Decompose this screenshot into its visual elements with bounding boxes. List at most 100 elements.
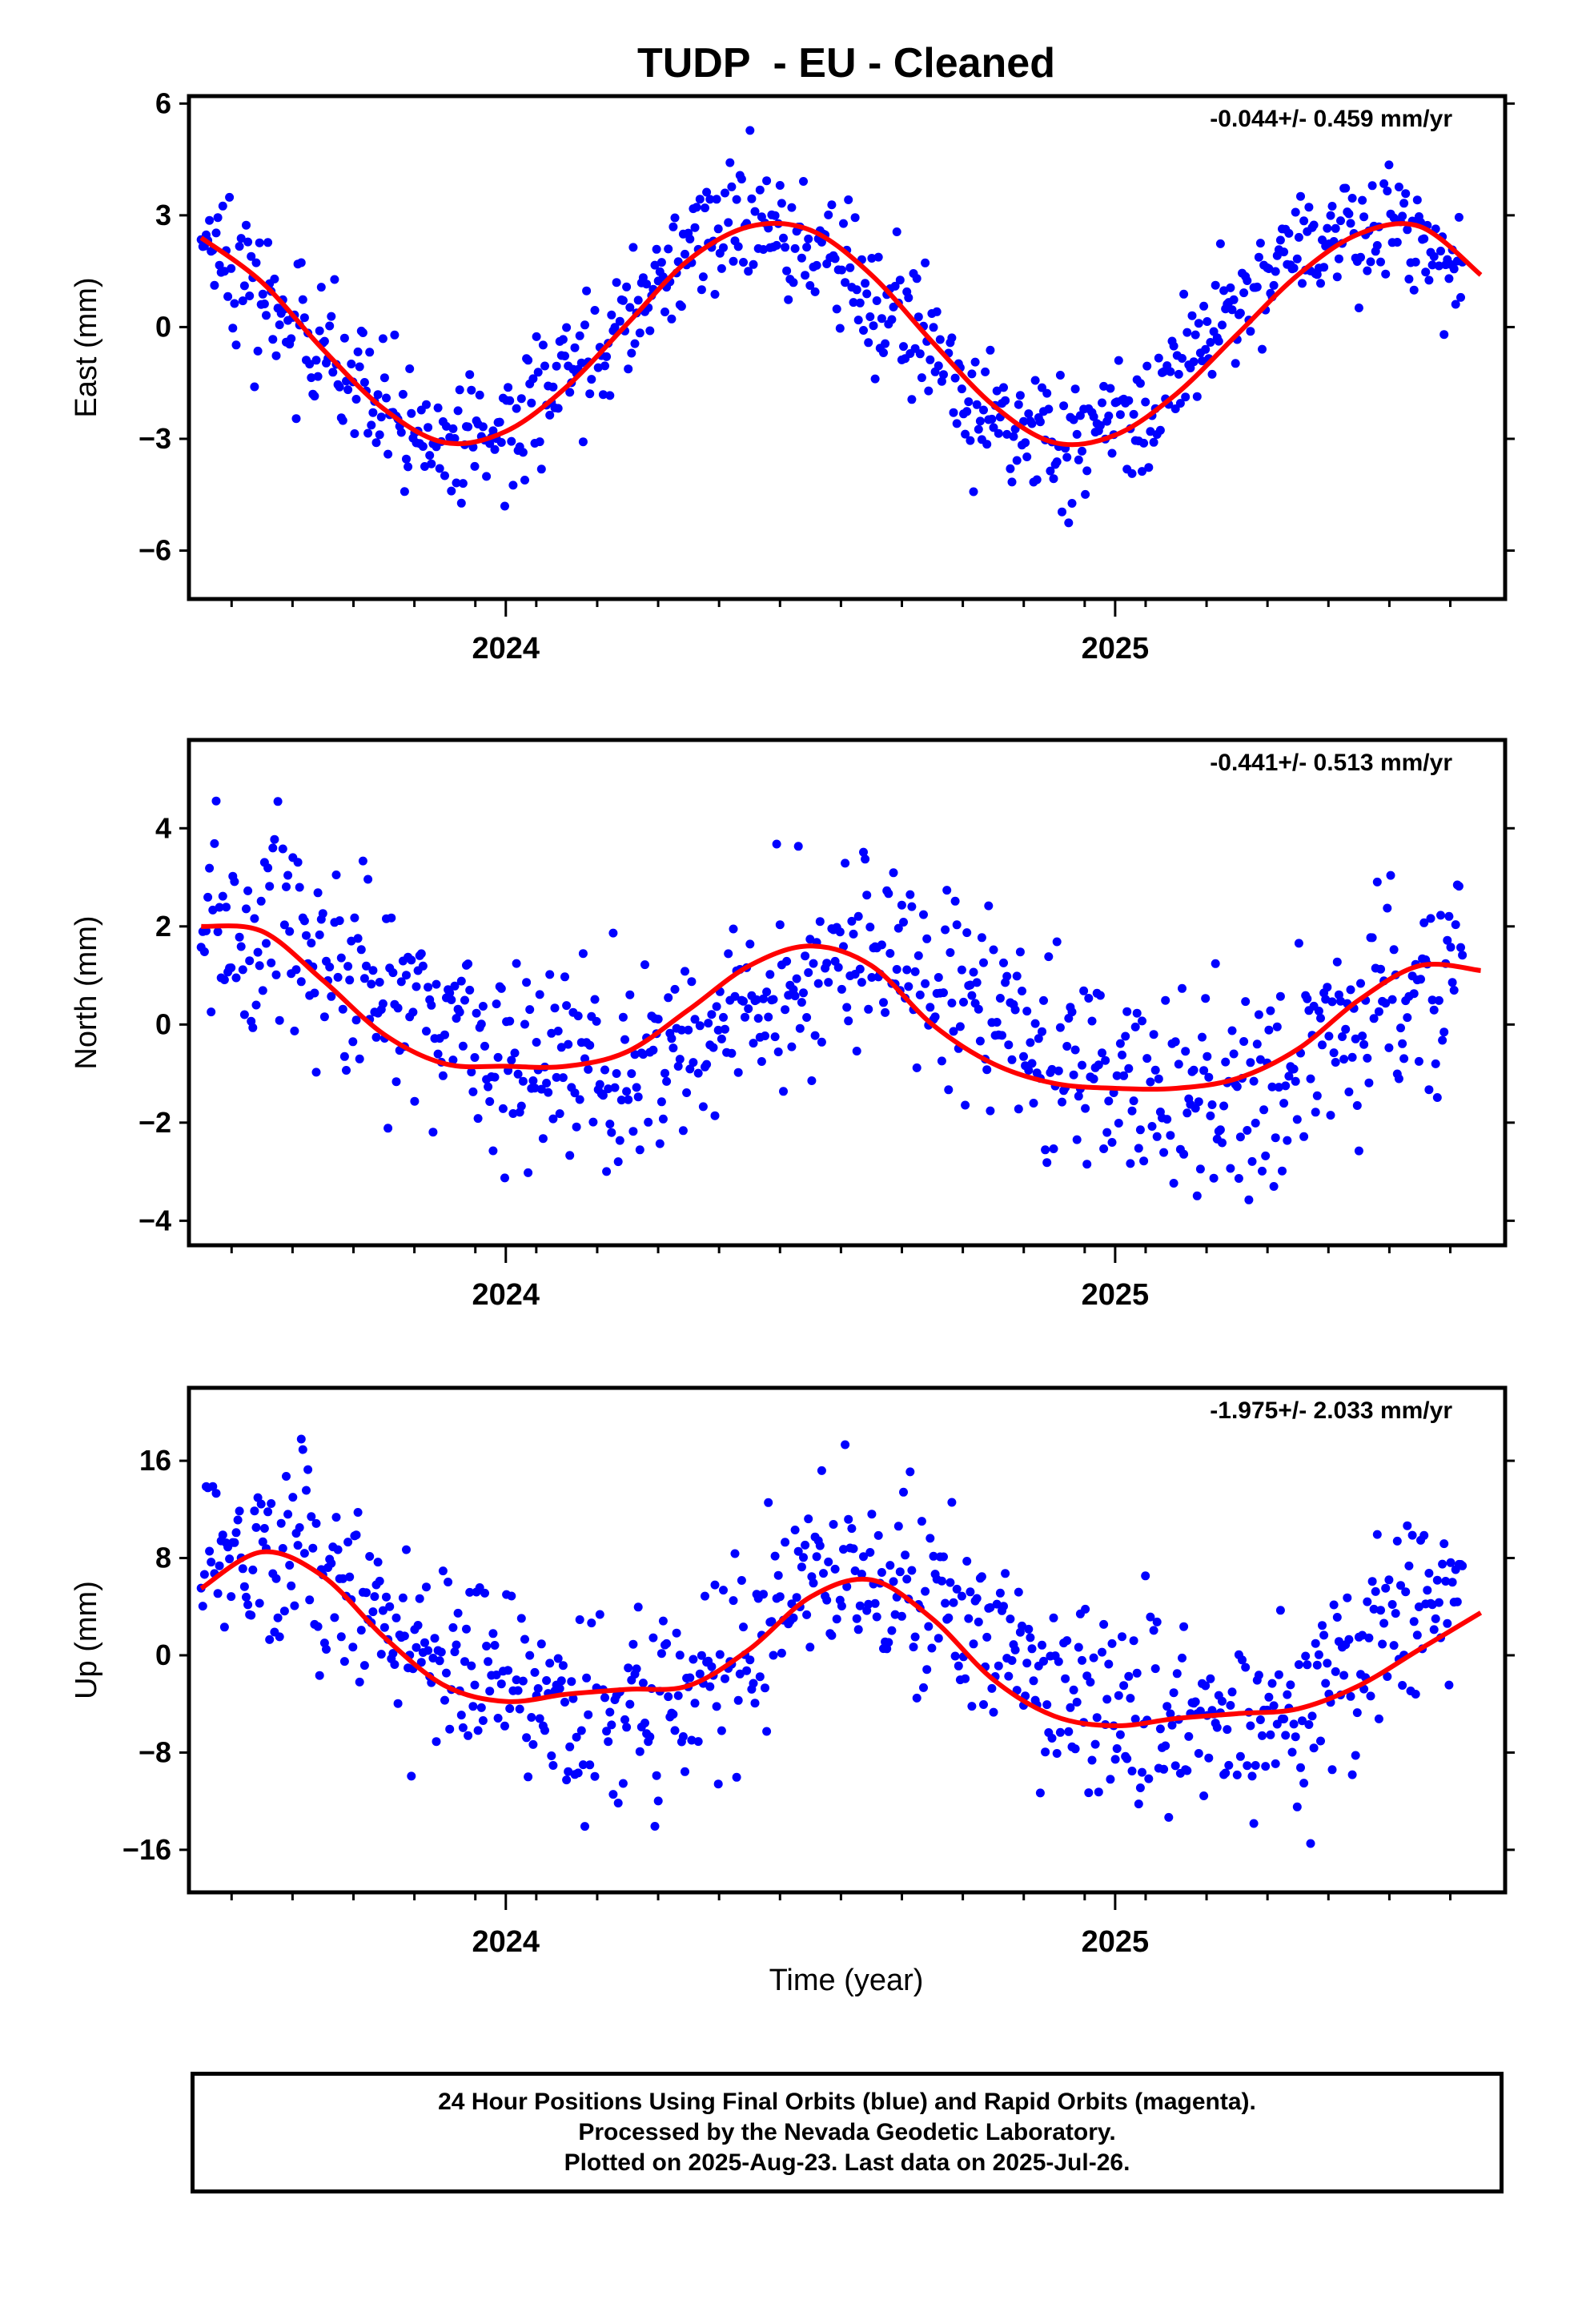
data-point <box>986 1106 995 1116</box>
data-point <box>667 1034 677 1043</box>
data-point <box>1192 392 1202 401</box>
data-point <box>298 295 307 304</box>
data-point <box>737 1576 746 1585</box>
data-point <box>562 323 572 332</box>
data-point <box>267 1499 276 1508</box>
data-point <box>1189 1065 1199 1075</box>
data-point <box>607 1128 616 1137</box>
data-point <box>1018 987 1026 995</box>
data-point <box>207 1558 216 1567</box>
data-point <box>624 1663 633 1673</box>
data-point <box>600 1065 609 1075</box>
data-point <box>467 1068 476 1077</box>
data-point <box>1081 1104 1090 1113</box>
data-point <box>801 271 810 280</box>
data-point <box>1226 1164 1235 1173</box>
data-point <box>1304 203 1314 212</box>
data-point <box>681 1767 689 1776</box>
data-point <box>1391 1609 1400 1618</box>
data-point <box>759 245 768 254</box>
data-point <box>488 1146 498 1156</box>
data-point <box>1047 1064 1057 1074</box>
data-point <box>233 1515 243 1525</box>
data-point <box>613 1157 623 1167</box>
data-point <box>865 1548 875 1557</box>
data-point <box>1374 1714 1383 1723</box>
data-point <box>1427 260 1437 270</box>
data-point <box>1099 1619 1109 1629</box>
data-point <box>442 421 451 431</box>
data-point <box>873 252 883 262</box>
data-point <box>844 1016 853 1026</box>
data-point <box>442 1668 451 1678</box>
data-point <box>500 501 509 511</box>
data-point <box>805 935 815 944</box>
data-point <box>919 1683 928 1692</box>
data-point <box>1218 1696 1227 1706</box>
data-point <box>265 882 275 891</box>
data-point <box>1024 409 1034 419</box>
data-point <box>899 918 908 927</box>
data-point <box>1002 971 1012 981</box>
data-point <box>877 314 886 324</box>
data-point <box>1149 1626 1158 1635</box>
data-point <box>488 1629 498 1638</box>
data-point <box>892 227 901 236</box>
data-point <box>1367 933 1377 943</box>
data-point <box>388 1649 398 1659</box>
data-point <box>1226 283 1235 292</box>
data-point <box>1316 1736 1325 1746</box>
data-point <box>1334 254 1343 263</box>
y-tick-label: −2 <box>139 1106 171 1139</box>
data-point <box>982 440 992 449</box>
data-point <box>1407 1530 1417 1540</box>
data-point <box>709 1043 718 1052</box>
data-point <box>1095 991 1105 1000</box>
data-point <box>975 416 985 426</box>
data-point <box>1169 1688 1178 1698</box>
data-point <box>1195 1707 1205 1716</box>
data-point <box>255 961 264 971</box>
data-point <box>268 335 278 344</box>
data-point <box>1218 1138 1227 1148</box>
data-point <box>1329 1048 1339 1058</box>
data-point <box>208 1482 218 1491</box>
data-point <box>1204 1072 1214 1082</box>
data-point <box>1366 257 1375 267</box>
data-point <box>867 1510 877 1519</box>
data-point <box>348 1037 358 1047</box>
data-point <box>398 1593 408 1602</box>
data-point <box>721 1024 729 1034</box>
data-point <box>251 1000 261 1010</box>
data-point <box>1006 1614 1015 1624</box>
data-point <box>1061 1674 1070 1683</box>
data-point <box>560 1698 569 1707</box>
data-point <box>219 1622 229 1632</box>
data-point <box>227 1592 236 1602</box>
data-point <box>912 274 921 283</box>
data-point <box>500 1721 509 1731</box>
data-point <box>552 361 561 371</box>
data-point <box>724 218 733 227</box>
data-point <box>1399 199 1409 208</box>
data-point <box>727 1048 737 1058</box>
data-point <box>402 1545 411 1554</box>
data-point <box>598 1091 608 1100</box>
data-point <box>335 382 344 392</box>
data-point <box>987 1683 997 1693</box>
data-point <box>690 223 700 232</box>
data-point <box>1367 181 1377 191</box>
data-point <box>315 1671 324 1680</box>
data-point <box>535 1714 544 1723</box>
data-point <box>371 438 381 448</box>
data-point <box>1275 1606 1285 1615</box>
data-point <box>1129 1636 1138 1646</box>
data-point <box>1098 398 1106 408</box>
data-point <box>1175 399 1185 408</box>
data-point <box>351 1015 361 1025</box>
data-point <box>801 1540 810 1550</box>
data-point <box>215 1561 224 1570</box>
data-point <box>1306 1074 1315 1084</box>
data-point <box>855 964 865 974</box>
data-point <box>436 1647 446 1657</box>
